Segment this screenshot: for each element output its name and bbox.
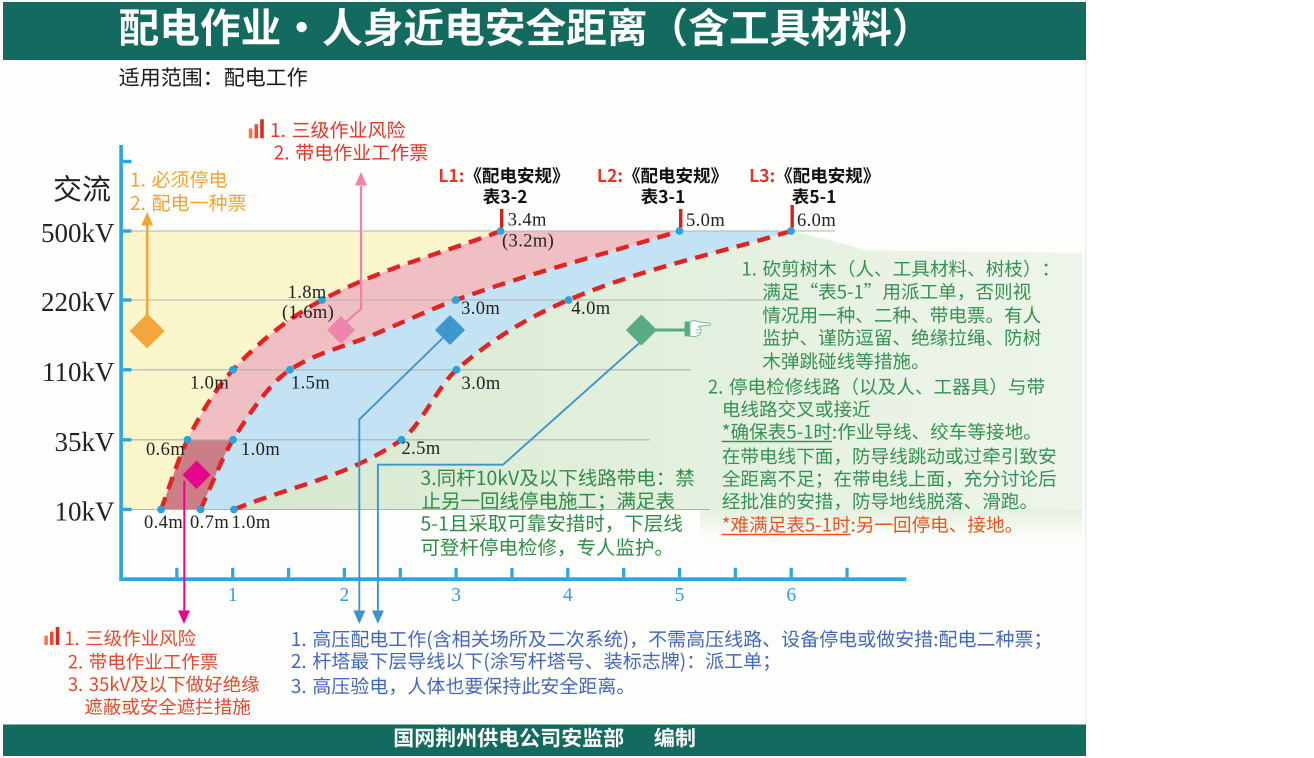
svg-text:1.0m: 1.0m [190,374,229,394]
svg-text:1: 1 [228,585,238,606]
svg-text:3: 3 [451,585,461,606]
svg-text:2.5m: 2.5m [402,439,441,459]
svg-text:0.7m: 0.7m [190,513,229,533]
svg-text:10kV: 10kV [55,497,116,527]
svg-text:6: 6 [786,585,796,606]
svg-text:2: 2 [340,585,350,606]
svg-text:1.8m: 1.8m [288,283,327,303]
svg-text:6.0m: 6.0m [797,211,836,231]
svg-text:5: 5 [675,585,685,606]
svg-text:3.0m: 3.0m [461,299,500,319]
svg-text:0.6m: 0.6m [146,440,185,460]
svg-text:3.4m: 3.4m [508,211,547,231]
svg-text:3.0m: 3.0m [462,374,501,394]
svg-text:35kV: 35kV [55,427,116,457]
svg-text:1.0m: 1.0m [232,513,271,533]
svg-text:(1.6m): (1.6m) [282,303,334,323]
svg-text:0.4m: 0.4m [144,513,183,533]
svg-text:220kV: 220kV [41,287,115,317]
svg-text:5.0m: 5.0m [686,211,725,231]
svg-text:110kV: 110kV [42,357,115,387]
svg-text:4.0m: 4.0m [571,299,610,319]
svg-text:(3.2m): (3.2m) [502,232,554,252]
svg-text:500kV: 500kV [41,218,115,248]
svg-text:1.0m: 1.0m [241,440,280,460]
svg-text:4: 4 [563,585,573,606]
svg-text:1.5m: 1.5m [291,374,330,394]
